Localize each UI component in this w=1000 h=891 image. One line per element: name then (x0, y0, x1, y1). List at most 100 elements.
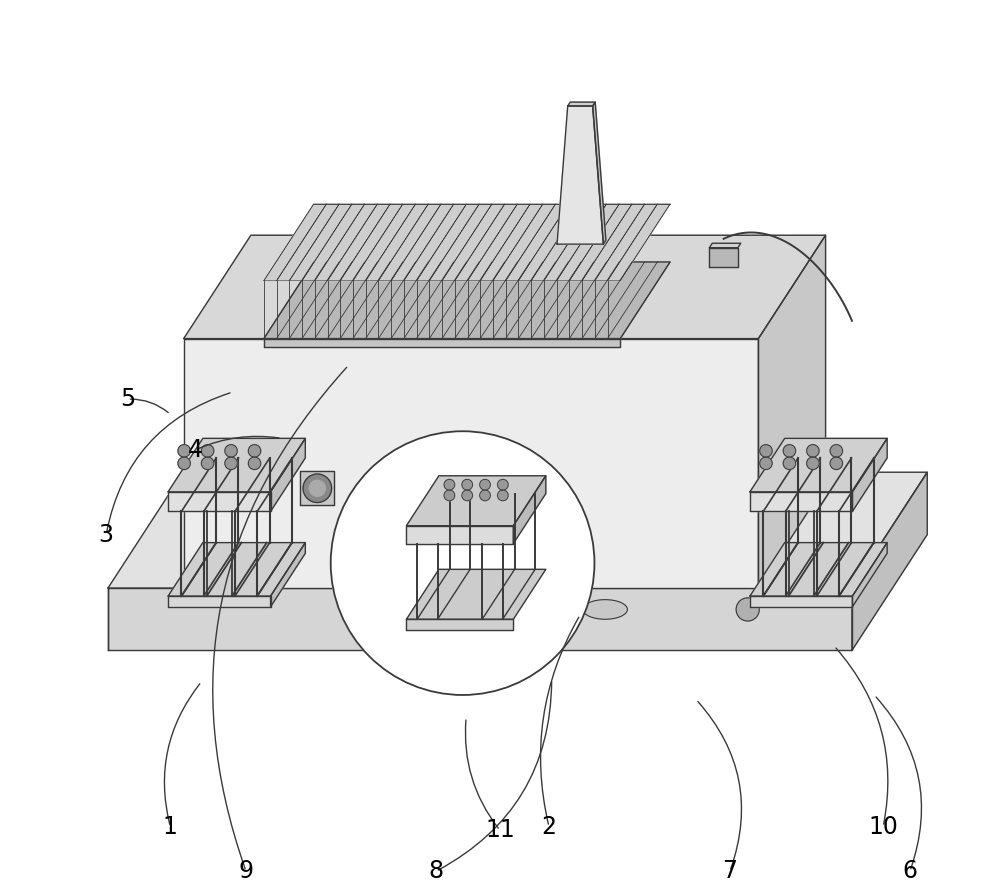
Polygon shape (340, 204, 403, 281)
Polygon shape (366, 204, 428, 281)
Text: 11: 11 (485, 819, 515, 842)
Circle shape (225, 445, 237, 457)
Polygon shape (108, 588, 852, 650)
Polygon shape (852, 438, 887, 511)
Circle shape (807, 445, 819, 457)
Circle shape (480, 479, 490, 490)
Polygon shape (506, 204, 568, 281)
Text: 6: 6 (902, 860, 917, 883)
Polygon shape (750, 438, 887, 492)
Polygon shape (184, 235, 826, 339)
Polygon shape (852, 472, 927, 650)
Polygon shape (593, 102, 606, 244)
Polygon shape (750, 543, 887, 596)
Polygon shape (406, 476, 546, 526)
Circle shape (178, 457, 190, 470)
Polygon shape (709, 248, 738, 267)
Polygon shape (168, 596, 271, 607)
Polygon shape (168, 543, 305, 596)
Polygon shape (513, 476, 546, 544)
Polygon shape (353, 204, 416, 281)
Polygon shape (264, 262, 670, 339)
Polygon shape (302, 204, 365, 281)
Circle shape (783, 457, 796, 470)
Polygon shape (852, 543, 887, 607)
Polygon shape (315, 204, 377, 281)
Polygon shape (608, 204, 670, 281)
Polygon shape (264, 204, 326, 281)
Circle shape (248, 445, 261, 457)
Polygon shape (168, 492, 271, 511)
Polygon shape (582, 204, 645, 281)
Polygon shape (531, 204, 594, 281)
Polygon shape (750, 596, 852, 607)
Circle shape (444, 479, 455, 490)
Circle shape (225, 457, 237, 470)
Circle shape (462, 490, 473, 501)
Circle shape (498, 490, 508, 501)
Text: 5: 5 (120, 388, 135, 411)
Polygon shape (493, 204, 556, 281)
Polygon shape (518, 204, 581, 281)
Polygon shape (108, 472, 927, 588)
Polygon shape (544, 204, 606, 281)
Text: 9: 9 (239, 860, 254, 883)
Polygon shape (300, 471, 334, 505)
Polygon shape (455, 204, 517, 281)
Polygon shape (468, 204, 530, 281)
Circle shape (178, 445, 190, 457)
Polygon shape (328, 204, 390, 281)
Text: 10: 10 (868, 815, 898, 838)
Text: 2: 2 (542, 815, 557, 838)
Circle shape (760, 457, 772, 470)
Circle shape (736, 598, 759, 621)
Ellipse shape (583, 600, 627, 619)
Text: 1: 1 (163, 815, 178, 838)
Polygon shape (429, 204, 492, 281)
Circle shape (480, 490, 490, 501)
Circle shape (331, 431, 594, 695)
Polygon shape (417, 204, 479, 281)
Text: 3: 3 (99, 523, 114, 546)
Polygon shape (750, 492, 852, 511)
Polygon shape (391, 204, 454, 281)
Polygon shape (264, 339, 620, 347)
Circle shape (830, 445, 843, 457)
Polygon shape (406, 526, 513, 544)
Polygon shape (289, 204, 352, 281)
Text: 4: 4 (188, 438, 203, 462)
Polygon shape (595, 204, 657, 281)
Circle shape (201, 445, 214, 457)
Circle shape (248, 457, 261, 470)
Text: 8: 8 (428, 860, 443, 883)
Polygon shape (406, 569, 546, 619)
Circle shape (830, 457, 843, 470)
Polygon shape (168, 438, 305, 492)
Text: 7: 7 (722, 860, 737, 883)
Polygon shape (568, 102, 595, 106)
Polygon shape (404, 204, 466, 281)
Circle shape (309, 480, 325, 496)
Circle shape (303, 474, 332, 503)
Polygon shape (277, 204, 339, 281)
Circle shape (760, 445, 772, 457)
Circle shape (498, 479, 508, 490)
Polygon shape (406, 619, 513, 630)
Polygon shape (758, 235, 826, 588)
Circle shape (462, 479, 473, 490)
Polygon shape (557, 204, 619, 281)
Polygon shape (378, 204, 441, 281)
Polygon shape (480, 204, 543, 281)
Polygon shape (390, 470, 414, 493)
Polygon shape (557, 106, 603, 244)
Circle shape (444, 490, 455, 501)
Polygon shape (569, 204, 632, 281)
Circle shape (201, 457, 214, 470)
Polygon shape (271, 438, 305, 511)
Circle shape (807, 457, 819, 470)
Polygon shape (271, 543, 305, 607)
Circle shape (783, 445, 796, 457)
Polygon shape (184, 339, 758, 588)
Polygon shape (442, 204, 505, 281)
Polygon shape (709, 243, 741, 248)
